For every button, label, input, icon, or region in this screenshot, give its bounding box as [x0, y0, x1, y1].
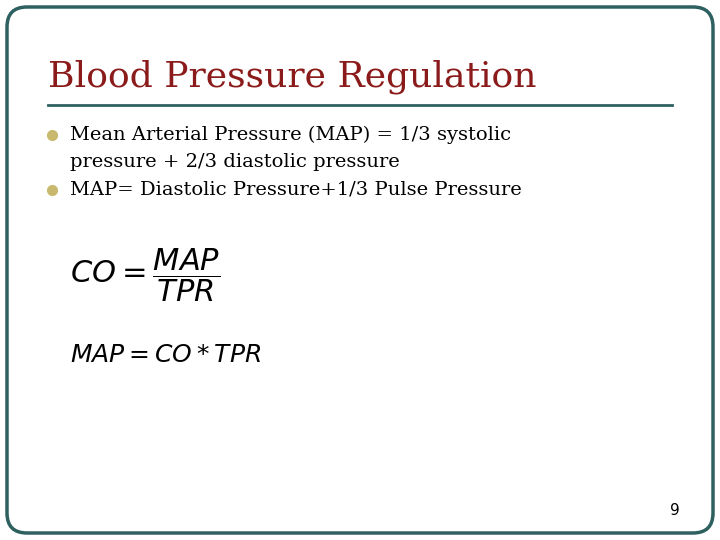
Text: pressure + 2/3 diastolic pressure: pressure + 2/3 diastolic pressure [70, 153, 400, 171]
Text: $CO = \dfrac{MAP}{TPR}$: $CO = \dfrac{MAP}{TPR}$ [70, 246, 220, 304]
Text: MAP= Diastolic Pressure+1/3 Pulse Pressure: MAP= Diastolic Pressure+1/3 Pulse Pressu… [70, 181, 522, 199]
Text: Blood Pressure Regulation: Blood Pressure Regulation [48, 60, 536, 94]
Text: Mean Arterial Pressure (MAP) = 1/3 systolic: Mean Arterial Pressure (MAP) = 1/3 systo… [70, 126, 511, 144]
Text: $MAP = CO*TPR$: $MAP = CO*TPR$ [70, 343, 261, 367]
FancyBboxPatch shape [7, 7, 713, 533]
Text: 9: 9 [670, 503, 680, 518]
